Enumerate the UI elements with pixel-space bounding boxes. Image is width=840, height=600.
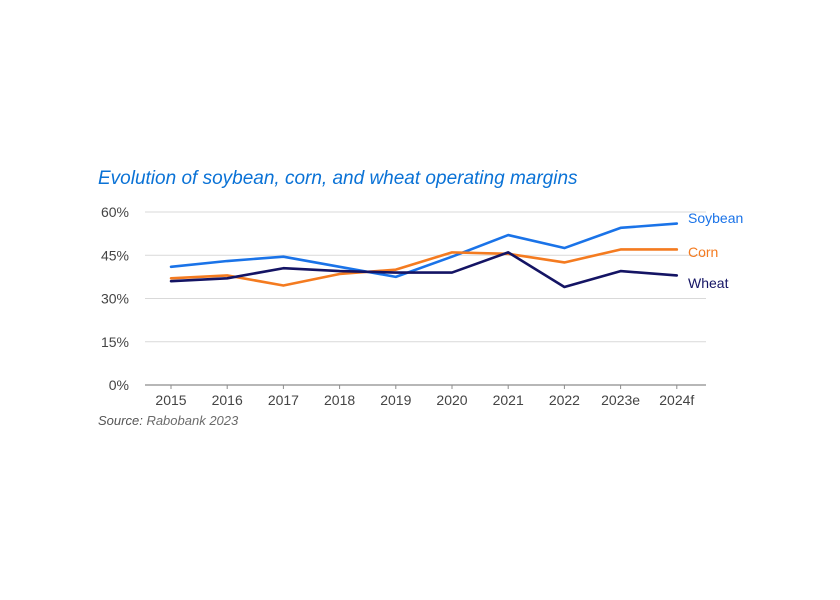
x-tick-label: 2018 xyxy=(324,392,355,408)
source-label: Source: xyxy=(98,413,143,428)
series-label-soybean: Soybean xyxy=(688,210,743,226)
series-line-soybean xyxy=(169,222,679,279)
series-line-wheat xyxy=(169,251,679,289)
series-line-corn xyxy=(169,248,679,287)
x-tick-label: 2019 xyxy=(380,392,411,408)
series-label-corn: Corn xyxy=(688,244,718,260)
x-axis-ticks: 2015 2016 2017 2018 2019 2020 2021 2022 2023e 202… xyxy=(155,385,694,408)
x-tick-label: 2022 xyxy=(549,392,580,408)
x-tick-label: 2023e xyxy=(601,392,640,408)
y-tick-label: 0% xyxy=(109,377,129,393)
y-tick-label: 45% xyxy=(101,247,129,263)
x-tick-label: 2021 xyxy=(493,392,524,408)
y-tick-label: 30% xyxy=(101,291,129,307)
series-labels: Soybean Corn Wheat xyxy=(688,210,743,291)
x-tick-label: 2016 xyxy=(212,392,243,408)
source-note: Source: Rabobank 2023 xyxy=(98,413,238,428)
chart-title: Evolution of soybean, corn, and wheat op… xyxy=(98,168,578,189)
x-tick-label: 2015 xyxy=(155,392,186,408)
x-tick-label: 2024f xyxy=(659,392,694,408)
source-text: Rabobank 2023 xyxy=(146,413,239,428)
x-tick-label: 2020 xyxy=(436,392,467,408)
y-tick-label: 15% xyxy=(101,334,129,350)
series-label-wheat: Wheat xyxy=(688,275,729,291)
x-tick-label: 2017 xyxy=(268,392,299,408)
gridlines xyxy=(145,211,706,386)
series-lines xyxy=(169,222,679,289)
y-tick-label: 60% xyxy=(101,204,129,220)
y-axis-ticks: 0% 15% 30% 45% 60% xyxy=(101,204,129,393)
